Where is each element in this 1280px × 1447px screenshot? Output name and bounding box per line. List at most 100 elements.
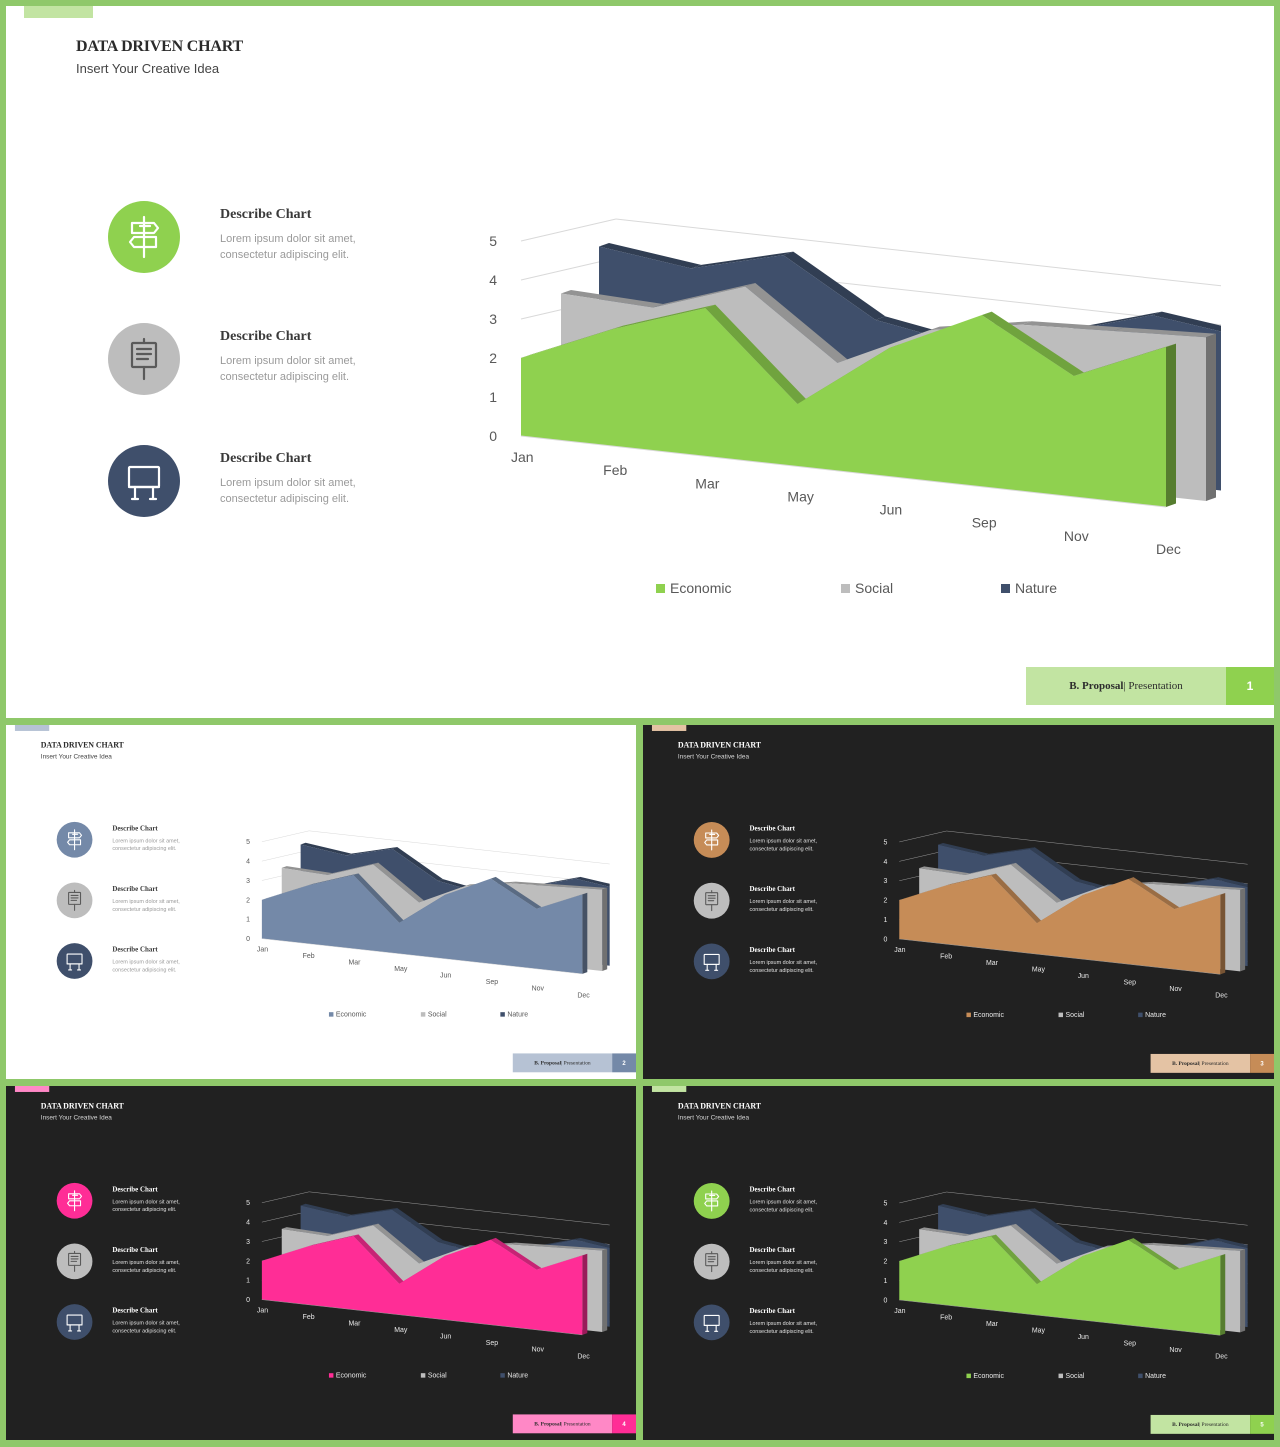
easel-board-badge xyxy=(693,882,730,919)
x-axis-line xyxy=(261,1299,583,1336)
series-top-face xyxy=(1029,1208,1081,1243)
slide-5[interactable]: DATA DRIVEN CHART Insert Your Creative Id… xyxy=(643,1086,1274,1440)
x-axis: Jan Feb Mar May Jun Sep Nov Dec xyxy=(511,449,1181,557)
series-top-face xyxy=(945,1234,996,1247)
x-tick-label: Nov xyxy=(532,1347,545,1354)
x-tick-label: Jan xyxy=(894,1308,905,1315)
x-tick-label: Mar xyxy=(695,475,719,491)
slide-4[interactable]: DATA DRIVEN CHART Insert Your Creative Id… xyxy=(6,1086,636,1440)
describe-title: Describe Chart xyxy=(749,1307,795,1315)
footer-badge: B. Proposal| Presentation 2 xyxy=(512,1053,636,1073)
gridline xyxy=(946,1191,1267,1228)
gridline xyxy=(309,830,629,867)
describe-title: Describe Chart xyxy=(220,207,312,222)
slide-3[interactable]: DATA DRIVEN CHART Insert Your Creative Id… xyxy=(643,725,1274,1079)
footer-brand: B. Proposal xyxy=(1172,1060,1200,1067)
series-top-face xyxy=(561,290,664,308)
legend-label: Economic xyxy=(973,1012,1004,1019)
series-side-face xyxy=(582,892,588,974)
legend-item-nature: Nature xyxy=(500,1012,528,1019)
y-tick-label: 4 xyxy=(246,1220,250,1227)
slide-2[interactable]: DATA DRIVEN CHART Insert Your Creative Id… xyxy=(6,725,636,1079)
describe-chart-block: Describe Chart Lorem ipsum dolor sit amet… xyxy=(693,882,863,923)
series-top-face xyxy=(353,873,405,923)
chart-container: 0 1 2 3 4 5 Jan Feb Mar May Jun Sep Nov Dec Economic So… xyxy=(232,1178,629,1387)
legend-item-economic: Economic xyxy=(656,580,731,596)
series-top-face xyxy=(965,862,1016,876)
x-tick-label: Mar xyxy=(986,1321,999,1328)
legend-label: Nature xyxy=(1145,1373,1166,1380)
describe-chart-block: Describe Chart Lorem ipsum dolor sit amet… xyxy=(693,1183,863,1223)
series-top-face xyxy=(281,866,333,875)
series-top-face xyxy=(327,1223,379,1236)
y-tick-label: 1 xyxy=(246,1278,250,1285)
legend-label: Nature xyxy=(1015,580,1057,596)
describe-chart-block: Describe Chart Lorem ipsum dolor sit amet… xyxy=(56,821,226,862)
page-subtitle: Insert Your Creative Idea xyxy=(677,752,750,760)
describe-title: Describe Chart xyxy=(112,1185,158,1194)
series-top-face xyxy=(281,1227,333,1236)
footer-badge: B. Proposal| Presentation 4 xyxy=(512,1414,636,1434)
billboard-icon xyxy=(66,953,83,971)
footer-label: B. Proposal| Presentation xyxy=(1150,1414,1251,1434)
series-top-face xyxy=(983,1208,1035,1217)
slide-content: DATA DRIVEN CHART Insert Your Creative Id… xyxy=(6,6,1274,718)
y-tick-label: 4 xyxy=(883,859,887,866)
legend-item-nature: Nature xyxy=(500,1373,528,1380)
series-top-face xyxy=(556,884,608,890)
easel-board-icon xyxy=(130,337,158,381)
series-top-face xyxy=(990,1234,1042,1285)
page-subtitle: Insert Your Creative Idea xyxy=(76,61,220,76)
footer-brand: B. Proposal xyxy=(534,1420,562,1427)
series-area xyxy=(261,1236,583,1335)
describe-title: Describe Chart xyxy=(112,946,158,954)
y-axis: 0 1 2 3 4 5 xyxy=(246,1200,250,1304)
footer-badge: B. Proposal| Presentation 5 xyxy=(1150,1414,1274,1434)
page-subtitle: Insert Your Creative Idea xyxy=(677,1113,750,1121)
area-chart: 0 1 2 3 4 5 Jan Feb Mar May Jun Sep Nov Dec Economic So… xyxy=(246,1191,629,1380)
accent-tab xyxy=(14,725,50,731)
series-top-face xyxy=(1194,884,1246,890)
y-tick-label: 0 xyxy=(246,936,250,943)
area-chart: 0 1 2 3 4 5 Jan Feb Mar May Jun Sep Nov Dec Economic So… xyxy=(883,830,1267,1019)
x-tick-label: May xyxy=(394,1327,408,1334)
x-tick-label: Feb xyxy=(303,1314,315,1321)
describe-text: Lorem ipsum dolor sit amet, consectetur … xyxy=(220,477,356,505)
legend-swatch xyxy=(966,1373,971,1379)
series-side-face xyxy=(1240,1249,1246,1333)
gridline-side xyxy=(899,1191,947,1204)
footer-separator: | xyxy=(1199,1421,1201,1428)
x-tick-label: Sep xyxy=(486,1340,498,1347)
legend-swatch xyxy=(1058,1012,1064,1018)
signpost-icon xyxy=(704,1190,720,1212)
accent-tab xyxy=(651,1086,687,1092)
x-tick-label: Jun xyxy=(1078,973,1089,980)
y-tick-label: 5 xyxy=(246,839,250,846)
easel-board-badge xyxy=(693,1243,730,1280)
slide-1[interactable]: DATA DRIVEN CHART Insert Your Creative Id… xyxy=(6,6,1274,718)
legend-item-economic: Economic xyxy=(328,1373,367,1380)
describe-text: Lorem ipsum dolor sit amet, consectetur … xyxy=(749,959,818,974)
accent-tab xyxy=(651,725,687,731)
legend-label: Social xyxy=(428,1373,447,1380)
footer-separator: | xyxy=(1123,680,1126,692)
series-economic xyxy=(899,873,1226,975)
legend-swatch xyxy=(1138,1012,1143,1018)
series-top-face xyxy=(300,1203,352,1217)
x-tick-label: Mar xyxy=(348,1321,361,1328)
describe-title: Describe Chart xyxy=(112,1307,158,1315)
y-tick-label: 3 xyxy=(246,1239,250,1246)
easel-board-icon xyxy=(68,1250,82,1272)
describe-text: Lorem ipsum dolor sit amet, consectetur … xyxy=(112,959,180,973)
gridline-side xyxy=(899,830,947,843)
series-economic xyxy=(261,1234,588,1335)
y-tick-label: 4 xyxy=(246,859,250,866)
x-tick-label: Jan xyxy=(257,947,268,954)
series-economic xyxy=(521,304,1176,507)
y-tick-label: 0 xyxy=(883,1297,887,1304)
accent-tab xyxy=(14,1086,50,1092)
series-side-face xyxy=(1240,888,1246,972)
easel-board-badge xyxy=(56,1243,93,1280)
y-tick-label: 0 xyxy=(489,428,497,444)
legend-label: Nature xyxy=(1145,1012,1166,1019)
